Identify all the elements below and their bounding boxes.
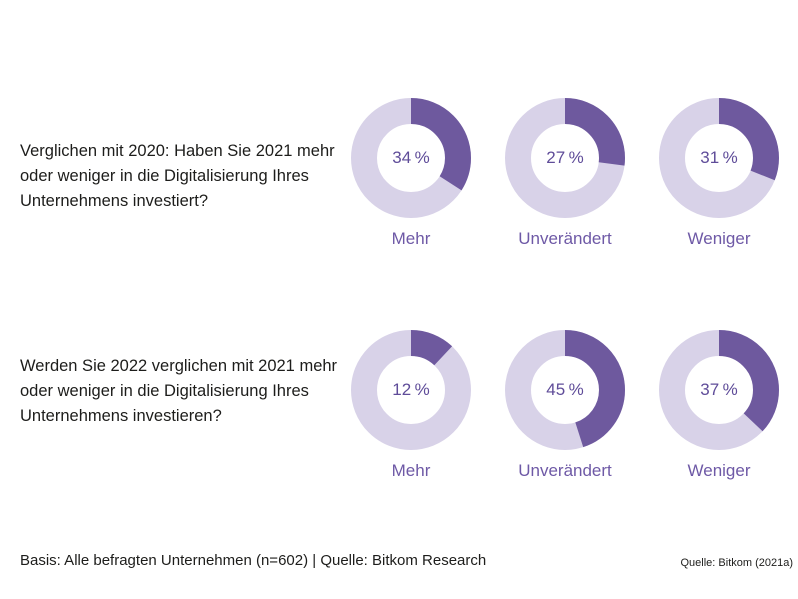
donut-ring: 34 % <box>351 98 471 218</box>
question-text-2022: Werden Sie 2022 verglichen mit 2021 mehr… <box>20 357 338 425</box>
donut-label: Unverändert <box>518 229 612 248</box>
donut-ring: 45 % <box>505 330 625 450</box>
donut-segment-filled <box>505 330 625 450</box>
donut-svg <box>505 98 625 218</box>
donut-ring: 12 % <box>351 330 471 450</box>
donut-svg <box>505 330 625 450</box>
donut-percent-value: 45 % <box>546 380 584 399</box>
donut-chart-2021-weniger: 31 % Weniger <box>649 98 789 249</box>
donut-percent-value: 31 % <box>700 148 738 167</box>
donut-chart-2022-weniger: 37 % Weniger <box>649 330 789 481</box>
footer-source-text: Quelle: Bitkom (2021a) <box>680 557 794 569</box>
donut-label: Weniger <box>687 461 751 480</box>
donut-segment-filled <box>659 98 779 218</box>
donut-ring: 31 % <box>659 98 779 218</box>
donut-label: Unverändert <box>518 461 612 480</box>
donut-segment-filled <box>659 330 779 450</box>
footer-basis-text: Basis: Alle befragten Unternehmen (n=602… <box>20 552 487 569</box>
donut-svg <box>659 330 779 450</box>
donut-svg <box>659 98 779 218</box>
donut-label: Weniger <box>687 229 751 248</box>
donut-percent-value: 37 % <box>700 380 738 399</box>
donut-segment-filled <box>505 98 625 218</box>
donut-chart-2021-mehr: 34 % Mehr <box>341 98 481 249</box>
donut-svg <box>351 98 471 218</box>
question-text-2021: Verglichen mit 2020: Haben Sie 2021 mehr… <box>20 142 335 210</box>
donut-percent-value: 34 % <box>392 148 430 167</box>
donut-segment-filled <box>351 98 471 218</box>
donut-chart-2022-mehr: 12 % Mehr <box>341 330 481 481</box>
donut-percent-value: 12 % <box>392 380 430 399</box>
donut-chart-2021-unveraendert: 27 % Unverändert <box>495 98 635 249</box>
donut-svg <box>351 330 471 450</box>
donut-label: Mehr <box>391 461 431 480</box>
donut-percent-value: 27 % <box>546 148 584 167</box>
donut-label: Mehr <box>391 229 431 248</box>
donut-segment-filled <box>351 330 471 450</box>
donut-ring: 37 % <box>659 330 779 450</box>
donut-ring: 27 % <box>505 98 625 218</box>
donut-chart-2022-unveraendert: 45 % Unverändert <box>495 330 635 481</box>
